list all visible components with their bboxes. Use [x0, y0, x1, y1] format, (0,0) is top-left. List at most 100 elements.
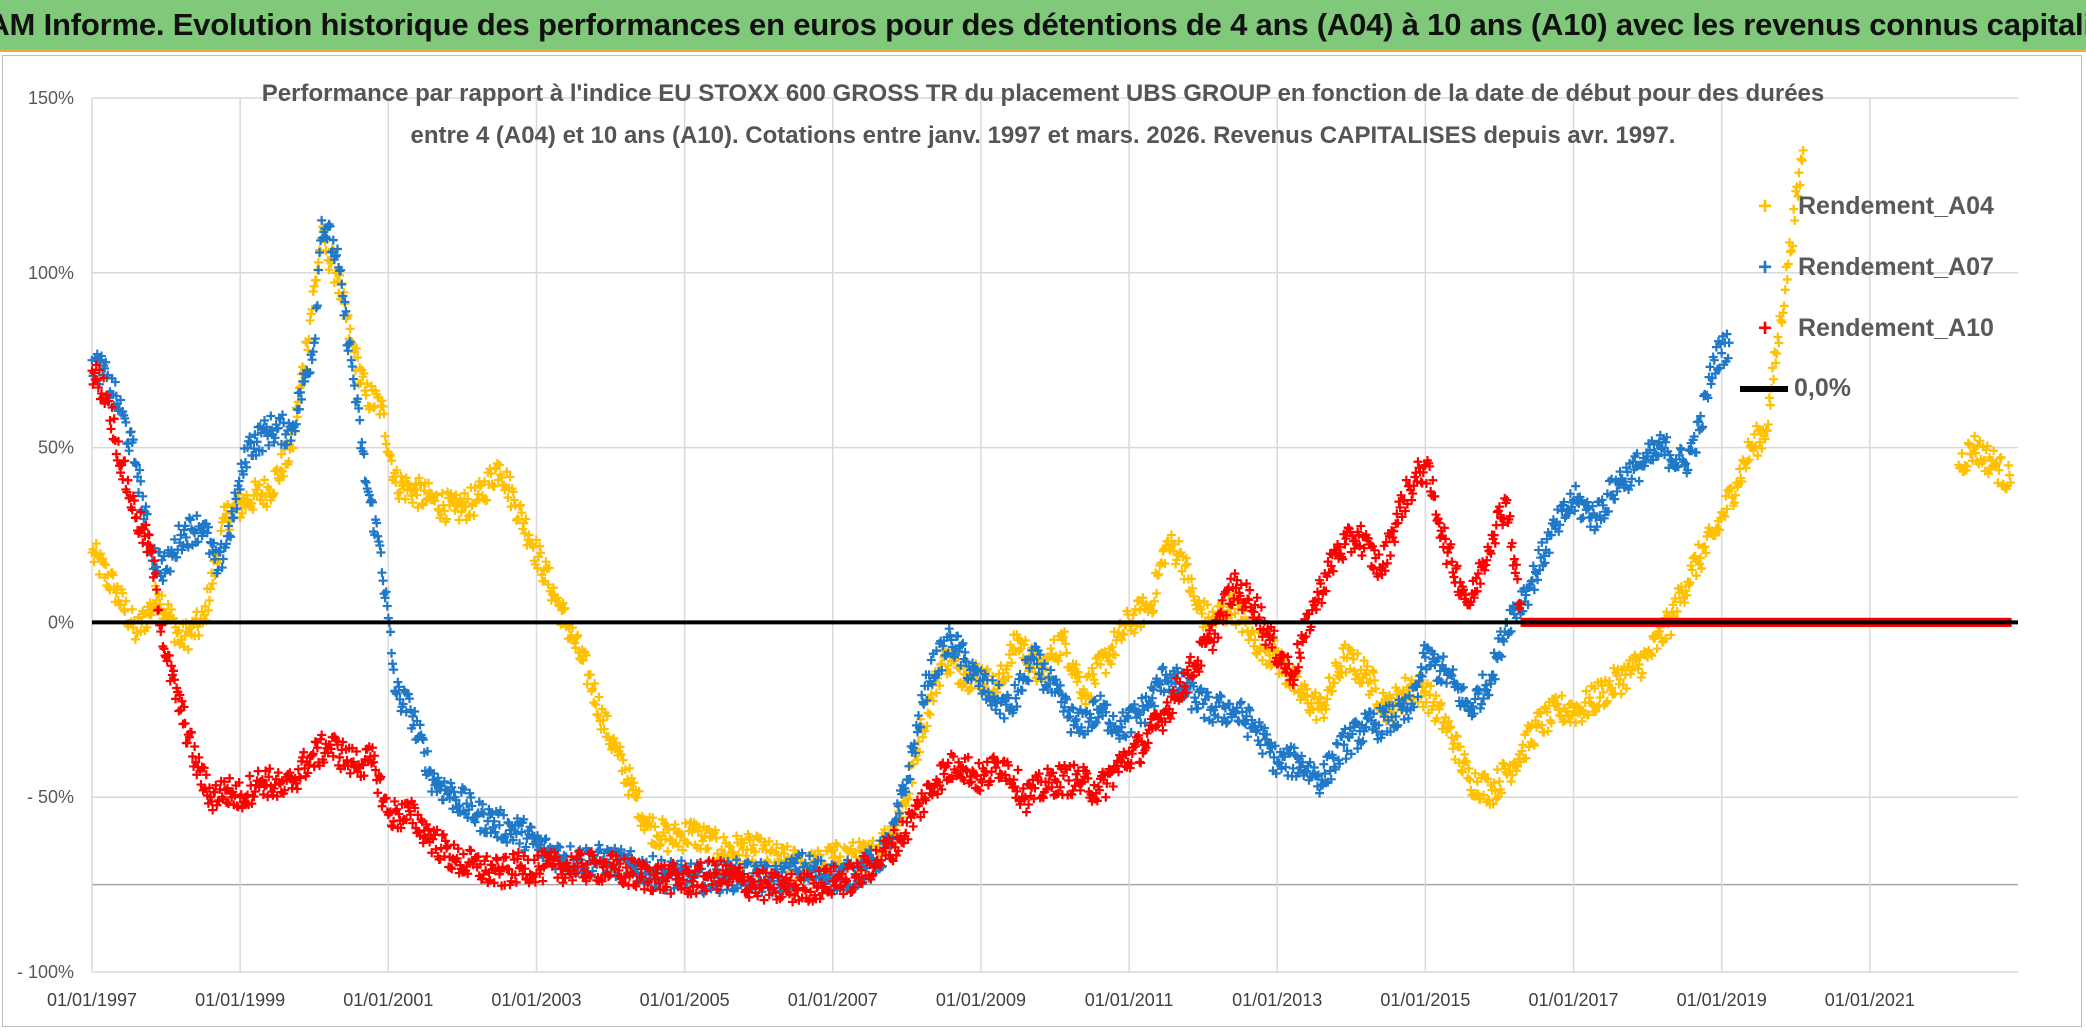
data-point-fill	[1149, 596, 1159, 606]
data-point-fill	[571, 643, 581, 653]
data-point-fill	[1243, 732, 1253, 742]
data-point-fill	[782, 841, 792, 851]
data-point-fill	[127, 604, 137, 614]
data-point-fill	[499, 810, 509, 820]
data-point-fill	[1013, 765, 1023, 775]
data-point-fill	[286, 436, 296, 446]
data-point-fill	[232, 504, 242, 514]
data-point-fill	[585, 670, 595, 680]
data-point-fill	[664, 825, 674, 835]
data-point-fill	[1488, 799, 1498, 809]
data-point-fill	[764, 836, 774, 846]
data-point-fill	[1353, 649, 1363, 659]
data-point-fill	[236, 459, 246, 469]
data-point-fill	[1426, 681, 1436, 691]
data-point-fill	[573, 630, 583, 640]
data-point-fill	[790, 845, 800, 855]
data-point-fill	[1539, 727, 1549, 737]
data-point-fill	[1478, 670, 1488, 680]
data-point-fill	[1457, 767, 1467, 777]
data-point	[835, 852, 845, 862]
data-point-fill	[1685, 578, 1695, 588]
data-point-fill	[588, 684, 598, 694]
data-point-fill	[1296, 653, 1306, 663]
data-point-fill	[536, 548, 546, 558]
data-point-fill	[439, 506, 449, 516]
data-point-fill	[279, 471, 289, 481]
data-point-fill	[1432, 713, 1442, 723]
data-point-fill	[408, 711, 418, 721]
data-point-fill	[473, 489, 483, 499]
data-point-fill	[385, 627, 395, 637]
data-point-fill	[1701, 548, 1711, 558]
data-point-fill	[462, 799, 472, 809]
data-point-fill	[1362, 661, 1372, 671]
data-point-fill	[1755, 437, 1765, 447]
data-point-fill	[395, 694, 405, 704]
data-point-fill	[624, 790, 634, 800]
data-point-fill	[1628, 661, 1638, 671]
data-point	[1465, 775, 1475, 785]
data-point-fill	[395, 487, 405, 497]
data-point-fill	[1583, 710, 1593, 720]
data-point-fill	[982, 664, 992, 674]
data-point-fill	[242, 462, 252, 472]
data-point-fill	[1691, 571, 1701, 581]
data-point-fill	[1783, 259, 1793, 269]
data-point-fill	[1479, 790, 1489, 800]
data-point-fill	[703, 843, 713, 853]
data-point-fill	[1790, 215, 1800, 225]
data-point-fill	[1371, 684, 1381, 694]
data-point	[1598, 687, 1608, 697]
data-point-fill	[565, 841, 575, 851]
data-point-fill	[1060, 627, 1070, 637]
data-point-fill	[251, 450, 261, 460]
data-point-fill	[303, 345, 313, 355]
data-point-fill	[1563, 711, 1573, 721]
data-point-fill	[124, 446, 134, 456]
data-point-fill	[1682, 590, 1692, 600]
data-point-fill	[1003, 672, 1013, 682]
data-point-fill	[120, 606, 130, 616]
data-point-fill	[94, 569, 104, 579]
data-point-fill	[1518, 740, 1528, 750]
data-point-fill	[392, 465, 402, 475]
data-point-fill	[381, 587, 391, 597]
data-point-fill	[263, 431, 273, 441]
data-point-fill	[1744, 455, 1754, 465]
data-point-fill	[288, 443, 298, 453]
data-point-fill	[2003, 460, 2013, 470]
data-point-fill	[277, 410, 287, 420]
data-point-fill	[773, 850, 783, 860]
data-point-fill	[1602, 696, 1612, 706]
data-point-fill	[276, 449, 286, 459]
data-point-fill	[1765, 400, 1775, 410]
data-point-fill	[1174, 536, 1184, 546]
data-point-fill	[1797, 156, 1807, 166]
data-point-fill	[386, 456, 396, 466]
data-point-fill	[235, 484, 245, 494]
data-point-fill	[1329, 678, 1339, 688]
data-point-fill	[312, 301, 322, 311]
data-point-fill	[1208, 645, 1218, 655]
data-point-fill	[591, 700, 601, 710]
data-point-fill	[466, 793, 476, 803]
data-point-fill	[333, 244, 343, 254]
data-point-fill	[190, 528, 200, 538]
data-point-fill	[1113, 627, 1123, 637]
data-point-fill	[410, 706, 420, 716]
data-point	[376, 547, 386, 557]
data-point-fill	[1257, 655, 1267, 665]
data-point-fill	[533, 563, 543, 573]
data-point-fill	[337, 279, 347, 289]
data-point-fill	[1438, 652, 1448, 662]
data-point-fill	[1385, 551, 1395, 561]
data-point-fill	[1780, 285, 1790, 295]
data-point-fill	[772, 839, 782, 849]
data-point-fill	[389, 665, 399, 675]
data-point-fill	[352, 344, 362, 354]
data-point-fill	[245, 771, 255, 781]
data-point-fill	[912, 755, 922, 765]
data-point-fill	[204, 596, 214, 606]
data-point-fill	[174, 625, 184, 635]
